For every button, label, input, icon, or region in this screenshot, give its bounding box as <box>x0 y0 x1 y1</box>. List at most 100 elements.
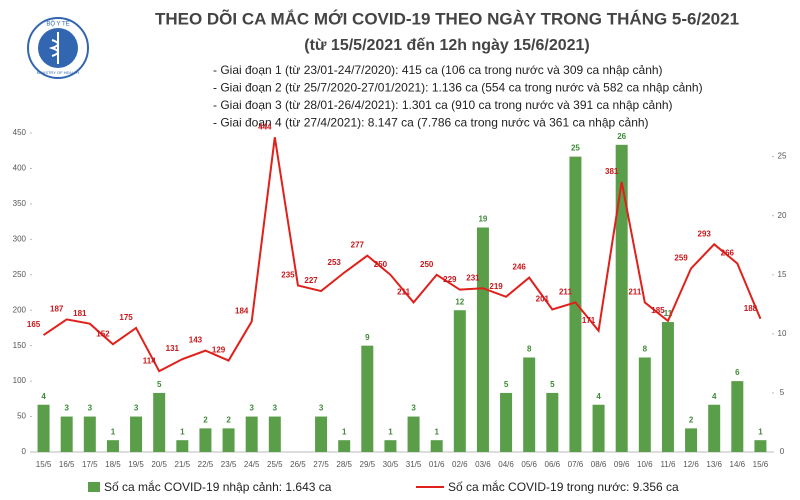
line-label: 165 <box>27 320 41 329</box>
x-tick-label: 06/6 <box>545 460 561 469</box>
note: - Giai đoạn 2 (từ 25/7/2020-27/01/2021):… <box>213 81 703 95</box>
note: - Giai đoạn 4 (từ 27/4/2021): 8.147 ca (… <box>213 116 649 130</box>
y2-tick-label: 5 <box>780 388 785 397</box>
bar <box>661 322 674 452</box>
x-tick-label: 25/5 <box>267 460 283 469</box>
line-label: 259 <box>674 254 688 263</box>
bar <box>453 310 466 452</box>
line-label: 181 <box>73 309 87 318</box>
line-label: 184 <box>235 307 249 316</box>
bar-label: 8 <box>643 345 648 354</box>
x-tick-label: 17/5 <box>82 460 98 469</box>
bar <box>476 227 489 452</box>
line-label: 250 <box>374 260 388 269</box>
bar <box>153 392 166 452</box>
bar <box>407 416 420 452</box>
y-tick-label: 100 <box>13 376 27 385</box>
y2-tick-label: 25 <box>778 152 787 161</box>
bar <box>361 345 374 452</box>
legend-label: Số ca mắc COVID-19 nhập cảnh: 1.643 ca <box>104 479 332 494</box>
bar <box>245 416 258 452</box>
logo-top: BỘ Y TẾ <box>46 21 69 28</box>
bar-label: 1 <box>111 427 116 436</box>
x-tick-label: 03/6 <box>475 460 491 469</box>
line-label: 143 <box>189 336 203 345</box>
bar-label: 3 <box>88 404 93 413</box>
bar-label: 5 <box>504 380 509 389</box>
bar <box>176 440 189 452</box>
logo: BỘ Y TẾ MINISTRY OF HEALTH <box>27 17 89 79</box>
bar-label: 5 <box>550 380 555 389</box>
line-label: 227 <box>304 276 318 285</box>
bar <box>638 357 651 452</box>
bar-label: 2 <box>203 415 208 424</box>
line-label: 185 <box>651 306 665 315</box>
line-label: 444 <box>258 122 272 131</box>
bar-label: 1 <box>388 427 393 436</box>
bar <box>592 404 605 452</box>
line-label: 131 <box>166 344 180 353</box>
bar <box>106 440 119 452</box>
x-tick-label: 13/6 <box>706 460 722 469</box>
y-tick-label: 200 <box>13 305 27 314</box>
y2-tick-label: 10 <box>778 329 787 338</box>
bar <box>338 440 351 452</box>
bar <box>83 416 96 452</box>
bar-label: 6 <box>735 368 740 377</box>
bar-label: 3 <box>134 404 139 413</box>
bar-label: 3 <box>273 404 278 413</box>
line-label: 211 <box>397 288 410 297</box>
bar-label: 4 <box>41 392 46 401</box>
y-tick-label: 250 <box>13 270 27 279</box>
line-label: 277 <box>351 241 365 250</box>
x-tick-label: 05/6 <box>521 460 537 469</box>
line-label: 188 <box>744 304 758 313</box>
bar-label: 1 <box>342 427 347 436</box>
line-label: 175 <box>119 313 133 322</box>
bar-label: 3 <box>319 404 324 413</box>
bar-label: 11 <box>664 309 673 318</box>
bar <box>315 416 328 452</box>
line-label: 246 <box>513 263 527 272</box>
x-tick-label: 01/6 <box>429 460 445 469</box>
bar <box>130 416 143 452</box>
x-tick-label: 12/6 <box>683 460 699 469</box>
line-label: 211 <box>628 288 641 297</box>
y2-tick-label: 20 <box>778 211 787 220</box>
line-label: 129 <box>212 346 226 355</box>
bar <box>500 392 513 452</box>
bar-label: 1 <box>434 427 439 436</box>
x-tick-label: 31/5 <box>406 460 422 469</box>
x-tick-label: 27/5 <box>313 460 329 469</box>
bar-label: 12 <box>455 297 464 306</box>
legend-swatch <box>88 482 100 492</box>
line-label: 253 <box>328 258 342 267</box>
bar <box>731 381 744 452</box>
line-label: 231 <box>466 273 480 282</box>
bar <box>708 404 721 452</box>
bar-label: 1 <box>180 427 185 436</box>
chart-title: THEO DÕI CA MẮC MỚI COVID-19 THEO NGÀY T… <box>155 8 739 28</box>
y-tick-label: 450 <box>13 128 27 137</box>
y2-tick-label: 0 <box>780 447 785 456</box>
line-label: 381 <box>605 167 619 176</box>
bar-label: 4 <box>712 392 717 401</box>
y-tick-label: 350 <box>13 199 27 208</box>
line-label: 201 <box>536 295 550 304</box>
x-tick-label: 09/6 <box>614 460 630 469</box>
x-tick-label: 30/5 <box>383 460 399 469</box>
line-label: 187 <box>50 305 64 314</box>
line <box>43 137 762 373</box>
x-tick-label: 26/5 <box>290 460 306 469</box>
x-tick-label: 15/5 <box>36 460 52 469</box>
line-label: 219 <box>489 282 503 291</box>
bar <box>754 440 767 452</box>
bar <box>569 156 582 452</box>
x-tick-label: 18/5 <box>105 460 121 469</box>
line-label: 293 <box>698 229 712 238</box>
bar-label: 19 <box>478 215 487 224</box>
x-tick-label: 02/6 <box>452 460 468 469</box>
bar <box>384 440 397 452</box>
line-label: 171 <box>582 316 596 325</box>
